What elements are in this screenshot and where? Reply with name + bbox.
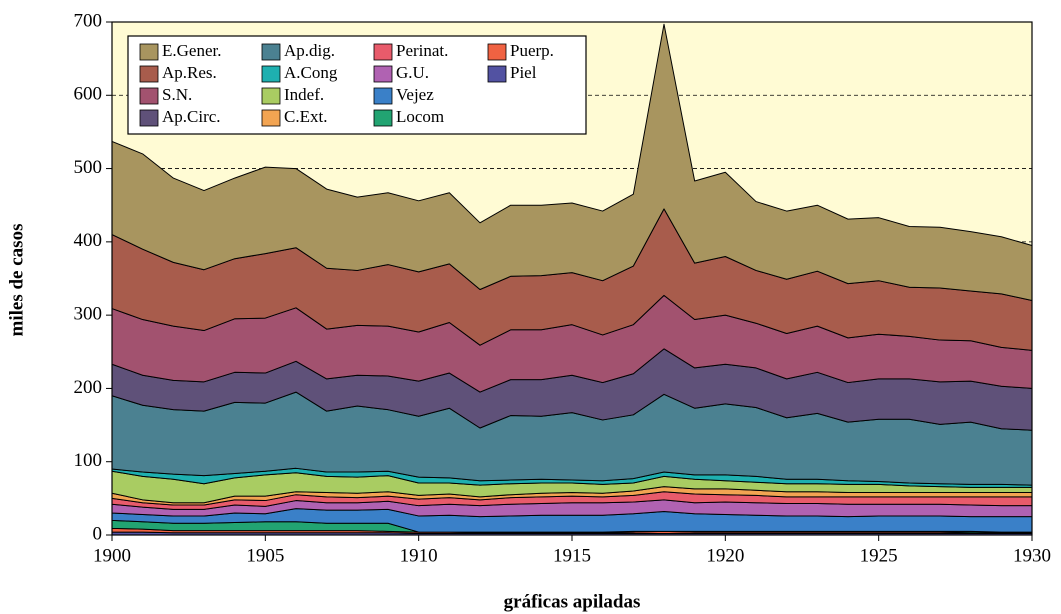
legend-label: Ap.Res.: [162, 63, 217, 82]
x-tick-label: 1925: [860, 545, 898, 566]
legend-label: Ap.Circ.: [162, 107, 221, 126]
y-tick-label: 500: [74, 157, 103, 178]
x-tick-label: 1905: [246, 545, 284, 566]
legend-label: S.N.: [162, 85, 192, 104]
y-tick-label: 0: [93, 523, 103, 544]
y-tick-label: 200: [74, 377, 103, 398]
legend-label: E.Gener.: [162, 41, 221, 60]
legend-label: Puerp.: [510, 41, 554, 60]
legend-swatch: [373, 109, 393, 127]
x-tick-label: 1915: [553, 545, 591, 566]
x-axis-label: gráficas apiladas: [504, 591, 641, 612]
y-axis-label: miles de casos: [6, 224, 27, 337]
legend-swatch: [261, 109, 281, 127]
legend-label: G.U.: [396, 63, 429, 82]
legend-label: Ap.dig.: [284, 41, 335, 60]
legend-swatch: [487, 43, 507, 61]
x-tick-label: 1930: [1013, 545, 1051, 566]
legend-swatch: [487, 65, 507, 83]
y-tick-label: 700: [74, 10, 103, 31]
legend-label: Perinat.: [396, 41, 448, 60]
legend-swatch: [139, 87, 159, 105]
legend-swatch: [261, 87, 281, 105]
legend-swatch: [139, 109, 159, 127]
legend-label: A.Cong: [284, 63, 338, 82]
x-tick-label: 1910: [400, 545, 438, 566]
x-tick-label: 1920: [706, 545, 744, 566]
legend-label: Locom: [396, 107, 444, 126]
legend-label: Vejez: [396, 85, 434, 104]
y-tick-label: 100: [74, 450, 103, 471]
y-tick-label: 600: [74, 84, 103, 105]
legend-box: [127, 35, 587, 135]
legend-swatch: [261, 43, 281, 61]
legend-label: Piel: [510, 63, 537, 82]
legend-swatch: [139, 65, 159, 83]
legend-label: Indef.: [284, 85, 324, 104]
legend-swatch: [139, 43, 159, 61]
legend-swatch: [261, 65, 281, 83]
legend-swatch: [373, 65, 393, 83]
legend-swatch: [373, 87, 393, 105]
legend-label: C.Ext.: [284, 107, 327, 126]
x-tick-label: 1900: [93, 545, 131, 566]
plot-frame: [111, 21, 1033, 536]
y-tick-label: 300: [74, 304, 103, 325]
y-tick-label: 400: [74, 230, 103, 251]
legend-swatch: [373, 43, 393, 61]
